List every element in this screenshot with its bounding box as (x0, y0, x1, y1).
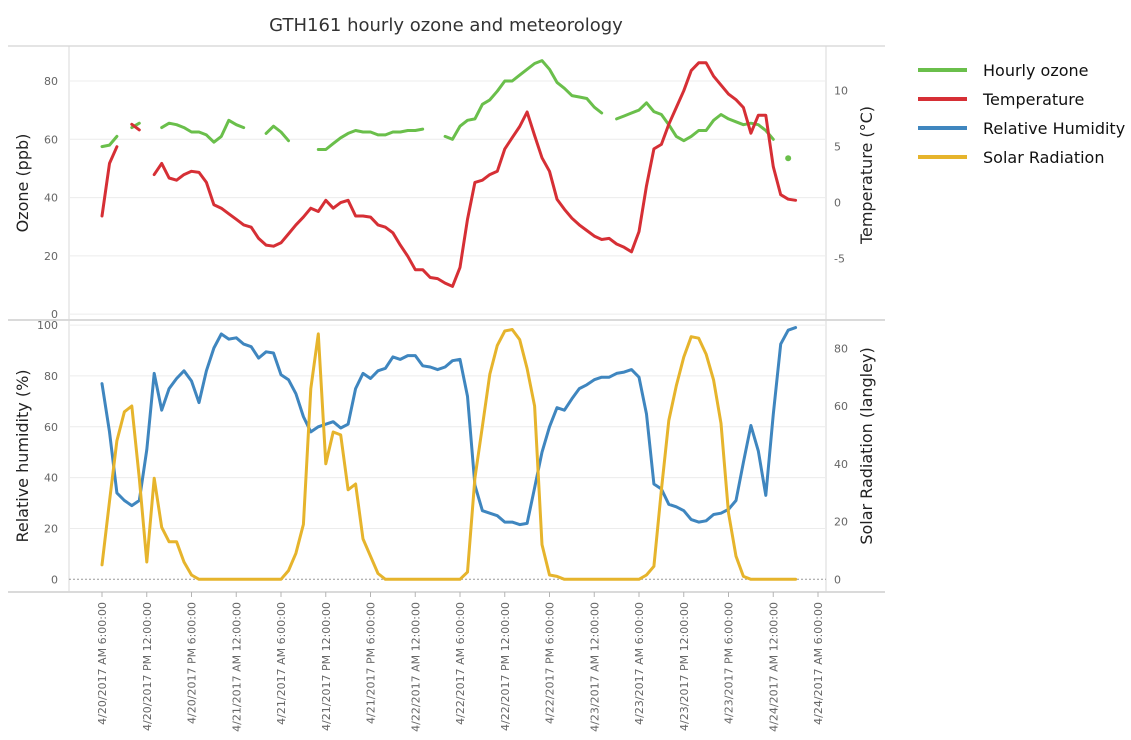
temperature-axis-tick-label: 5 (834, 141, 841, 154)
ozone-axis-tick-label: 80 (44, 75, 58, 88)
temperature-series (100, 61, 798, 288)
temperature-line (100, 145, 119, 218)
ozone-axis-tick-label: 20 (44, 250, 58, 263)
ozone-axis-tick-label: 40 (44, 192, 58, 205)
legend-label: Solar Radiation (983, 148, 1104, 167)
ozone-line (264, 124, 290, 143)
x-tick-label: 4/20/2017 PM 12:00:00 (141, 602, 154, 731)
ozone-line (443, 59, 604, 141)
solar-axis-tick-label: 80 (834, 342, 848, 355)
x-tick-label: 4/21/2017 AM 6:00:00 (275, 602, 288, 725)
legend-label: Temperature (982, 90, 1084, 109)
x-axis-ticks: 4/20/2017 AM 6:00:00 4/20/2017 PM 12:00:0… (96, 592, 825, 732)
x-tick-label: 4/22/2017 PM 6:00:00 (544, 602, 557, 724)
humidity-axis-tick-label: 40 (44, 472, 58, 485)
ozone-line (160, 118, 246, 144)
ozone-point (785, 155, 792, 162)
legend-item: Relative Humidity (918, 119, 1125, 138)
bottom-gridlines (69, 324, 826, 580)
ozone-axis-ticks: 0 20 40 60 80 (44, 75, 58, 321)
ozone-line (316, 127, 425, 151)
temperature-line (130, 122, 141, 132)
temperature-axis-tick-label: 10 (834, 85, 848, 98)
x-tick-label: 4/23/2017 AM 6:00:00 (633, 602, 646, 725)
legend-label: Hourly ozone (983, 61, 1089, 80)
x-tick-label: 4/21/2017 PM 12:00:00 (320, 602, 333, 731)
x-tick-label: 4/22/2017 AM 12:00:00 (409, 602, 422, 732)
ozone-axis-tick-label: 0 (51, 308, 58, 321)
x-tick-label: 4/20/2017 PM 6:00:00 (186, 602, 199, 724)
solar-axis-tick-label: 40 (834, 458, 848, 471)
solar-axis-tick-label: 20 (834, 516, 848, 529)
humidity-axis-tick-label: 80 (44, 370, 58, 383)
humidity-axis-tick-label: 100 (37, 319, 58, 332)
x-tick-label: 4/20/2017 AM 6:00:00 (96, 602, 109, 725)
temperature-axis-tick-label: 0 (834, 197, 841, 210)
solar-line (100, 328, 798, 581)
chart-title: GTH161 hourly ozone and meteorology (269, 15, 623, 36)
humidity-axis-title: Relative humidity (%) (13, 369, 32, 542)
top-series (100, 59, 798, 288)
legend-label: Relative Humidity (983, 119, 1125, 138)
x-tick-label: 4/24/2017 AM 12:00:00 (767, 602, 780, 732)
solar-axis-tick-label: 0 (834, 573, 841, 586)
x-tick-label: 4/21/2017 PM 6:00:00 (365, 602, 378, 724)
solar-axis-tick-label: 60 (834, 400, 848, 413)
top-panel: 0 20 40 60 80 -5 0 5 10 Ozone (ppb) Temperature… (8, 45, 885, 321)
solar-axis-ticks: 0 20 40 60 80 (834, 342, 848, 586)
x-tick-label: 4/23/2017 PM 12:00:00 (678, 602, 691, 731)
legend-item: Hourly ozone (918, 61, 1089, 80)
humidity-axis-ticks: 0 20 40 60 80 100 (37, 319, 58, 586)
humidity-axis-tick-label: 20 (44, 522, 58, 535)
legend-item: Temperature (918, 90, 1084, 109)
ozone-line (100, 134, 119, 149)
x-tick-label: 4/21/2017 AM 12:00:00 (230, 602, 243, 732)
x-tick-label: 4/24/2017 AM 6:00:00 (812, 602, 825, 725)
x-tick-label: 4/22/2017 PM 12:00:00 (499, 602, 512, 731)
solar-axis-title: Solar Radiation (langley) (857, 347, 876, 544)
legend: Hourly ozone Temperature Relative Humidity… (918, 61, 1125, 167)
top-gridlines (69, 80, 826, 315)
legend-item: Solar Radiation (918, 148, 1104, 167)
humidity-axis-tick-label: 0 (51, 573, 58, 586)
bottom-panel: 0 20 40 60 80 100 0 20 40 60 80 Relative humidity… (8, 319, 885, 593)
ozone-axis-title: Ozone (ppb) (13, 134, 32, 233)
ozone-axis-tick-label: 60 (44, 133, 58, 146)
temperature-line (152, 61, 798, 288)
bottom-series (100, 326, 798, 581)
x-tick-label: 4/23/2017 PM 6:00:00 (723, 602, 736, 724)
ozone-line (615, 101, 775, 143)
temperature-axis-tick-label: -5 (834, 252, 845, 265)
temperature-axis-ticks: -5 0 5 10 (834, 85, 848, 266)
x-tick-label: 4/22/2017 AM 6:00:00 (454, 602, 467, 725)
temperature-axis-title: Temperature (°C) (857, 106, 876, 245)
x-tick-label: 4/23/2017 AM 12:00:00 (588, 602, 601, 732)
humidity-axis-tick-label: 60 (44, 421, 58, 434)
humidity-series (100, 326, 798, 527)
solar-series (100, 328, 798, 581)
humidity-line (100, 326, 798, 527)
